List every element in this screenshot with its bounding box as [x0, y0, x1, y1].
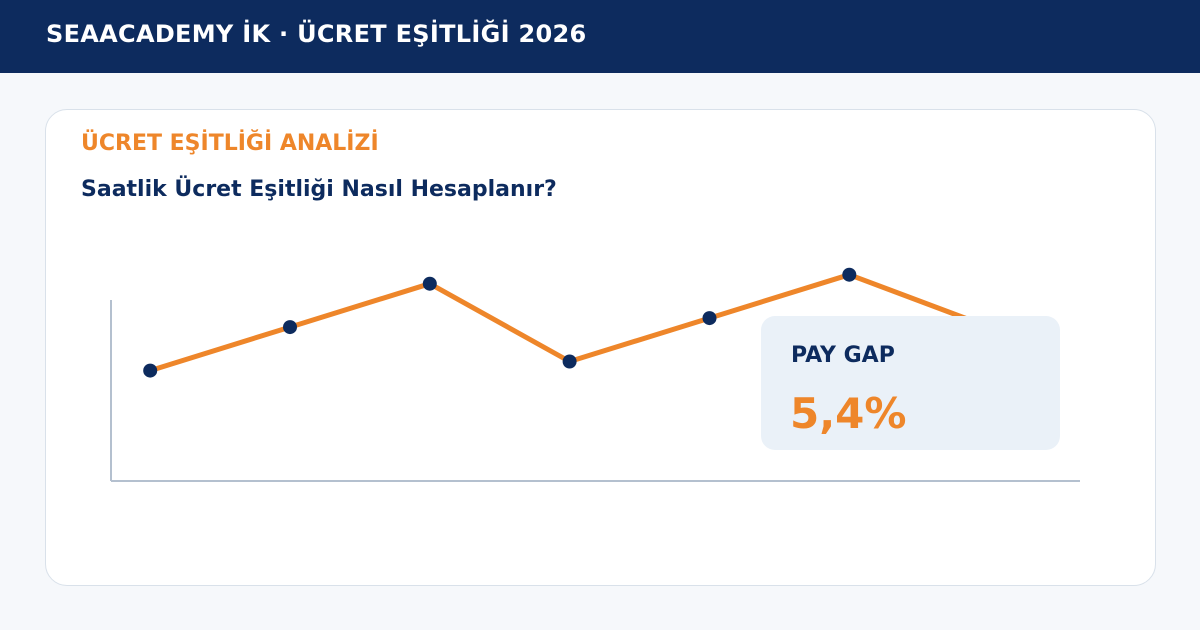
data-point-4 [562, 354, 577, 369]
data-point-6 [842, 267, 857, 282]
header-title: SEAACADEMY İK · ÜCRET EŞİTLİĞİ 2026 [46, 20, 587, 48]
data-point-1 [143, 363, 158, 378]
card-eyebrow: ÜCRET EŞİTLİĞİ ANALİZİ [81, 131, 379, 156]
top-bar: SEAACADEMY İK · ÜCRET EŞİTLİĞİ 2026 [0, 0, 1200, 73]
callout-label: PAY GAP [791, 343, 895, 368]
data-point-5 [702, 311, 717, 326]
callout-value: 5,4% [790, 389, 907, 438]
data-point-2 [283, 320, 297, 335]
data-point-3 [422, 276, 437, 291]
card-title: Saatlik Ücret Eşitliği Nasıl Hesaplanır? [81, 177, 557, 202]
pay-gap-callout: PAY GAP 5,4% [761, 316, 1060, 450]
